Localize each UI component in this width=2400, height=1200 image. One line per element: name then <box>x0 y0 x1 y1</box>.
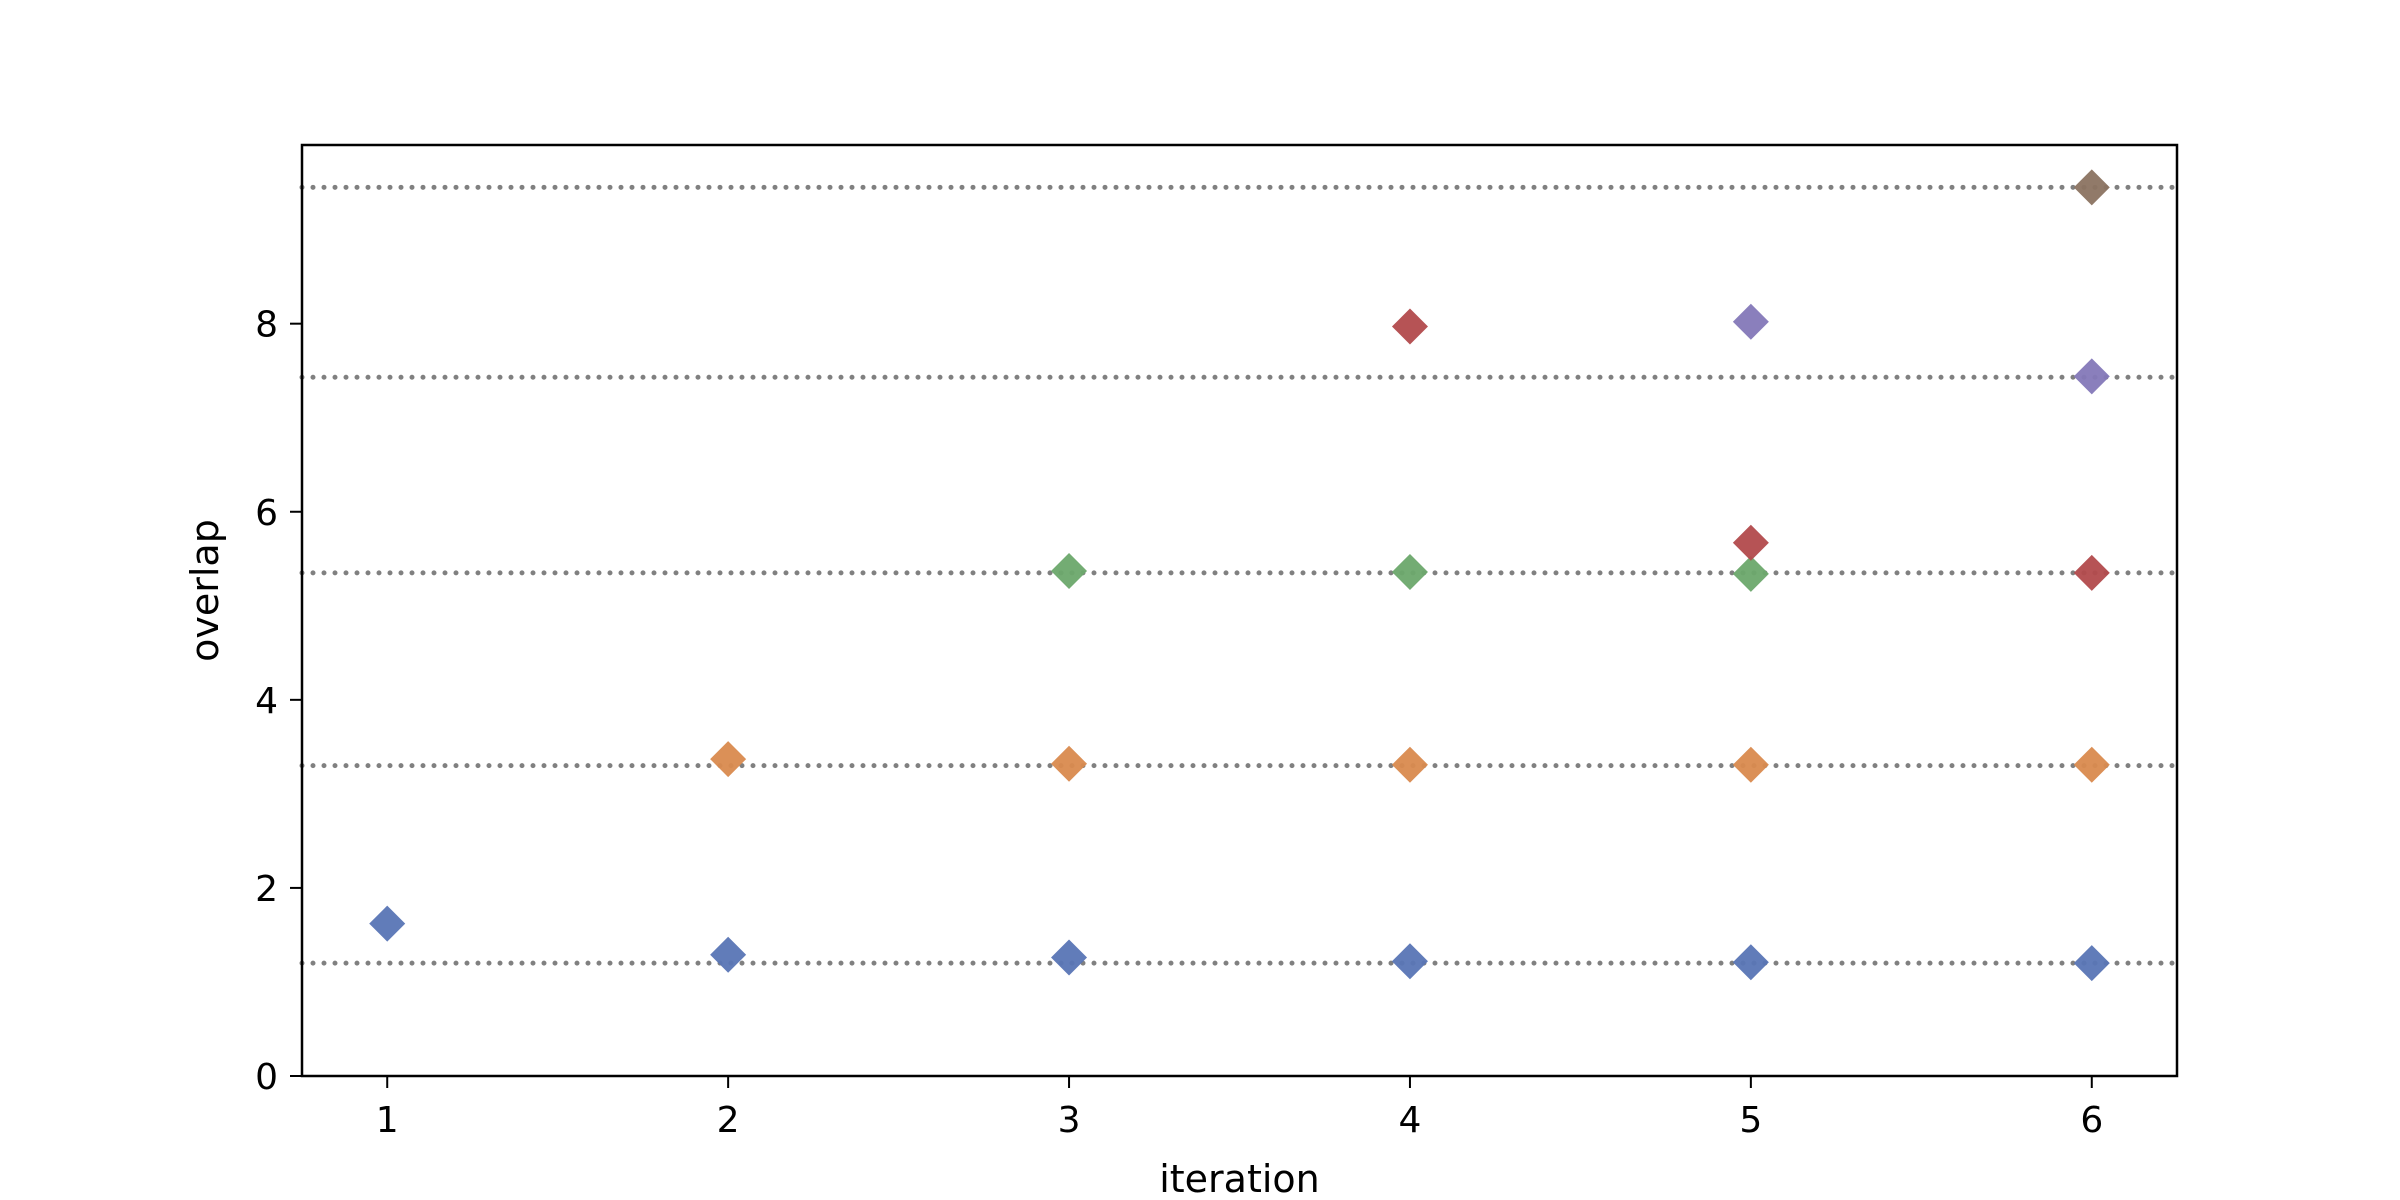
point-series-1-x5 <box>1732 944 1769 981</box>
point-series-2-x2 <box>710 741 747 778</box>
y-tick-label-8: 8 <box>255 305 278 346</box>
point-series-5-x6 <box>2073 358 2110 395</box>
point-series-1-x4 <box>1391 943 1428 980</box>
y-tick-label-0: 0 <box>255 1057 278 1098</box>
x-tick-label-4: 4 <box>1399 1100 1422 1141</box>
x-axis: 1 2 3 4 5 6 <box>376 1076 2103 1141</box>
point-series-2-x5 <box>1732 746 1769 783</box>
point-series-6-x6 <box>2073 169 2110 206</box>
point-series-1-x2 <box>710 936 747 973</box>
x-tick-label-3: 3 <box>1058 1100 1081 1141</box>
x-tick-label-2: 2 <box>717 1100 740 1141</box>
point-series-1-x1 <box>369 905 406 942</box>
y-axis-label: overlap <box>183 519 227 662</box>
point-series-4-x4 <box>1391 308 1428 345</box>
point-series-4-x5 <box>1732 524 1769 561</box>
point-series-2-x4 <box>1391 746 1428 783</box>
point-series-3-x4 <box>1391 553 1428 590</box>
point-series-5-x5 <box>1732 303 1769 340</box>
y-tick-label-4: 4 <box>255 681 278 722</box>
x-tick-label-5: 5 <box>1739 1100 1762 1141</box>
point-series-3-x5 <box>1732 555 1769 592</box>
point-series-1-x6 <box>2073 945 2110 982</box>
point-series-2-x6 <box>2073 746 2110 783</box>
y-axis: 0 2 4 6 8 <box>255 305 302 1098</box>
point-series-2-x3 <box>1051 745 1088 782</box>
x-tick-label-1: 1 <box>376 1100 399 1141</box>
plot-frame <box>300 143 2179 1078</box>
point-series-1-x3 <box>1051 939 1088 976</box>
point-series-3-x3 <box>1051 553 1088 590</box>
x-axis-label: iteration <box>1159 1157 1320 1200</box>
x-tick-label-6: 6 <box>2080 1100 2103 1141</box>
data-markers <box>369 169 2110 982</box>
y-tick-label-2: 2 <box>255 869 278 910</box>
reference-lines <box>299 184 2180 966</box>
y-tick-label-6: 6 <box>255 493 278 534</box>
point-series-4-x6 <box>2073 554 2110 591</box>
